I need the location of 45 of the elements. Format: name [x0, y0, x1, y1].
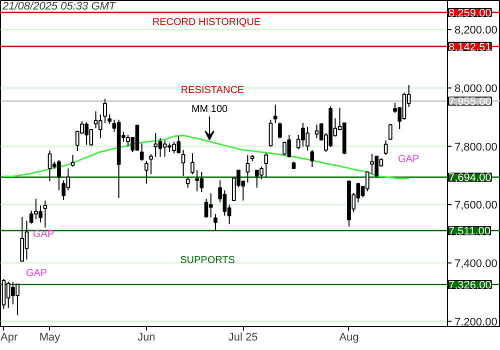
candlestick — [140, 142, 144, 162]
x-tick-label: Jul 25 — [228, 332, 258, 344]
candlestick — [264, 152, 268, 178]
annotation: RECORD HISTORIQUE — [152, 17, 261, 28]
x-tick-label: Apr — [0, 332, 18, 344]
ref-line-label: 7,511.00 — [448, 226, 491, 238]
y-tick-label: 7,400.00 — [454, 258, 498, 270]
candlestick — [388, 124, 392, 140]
candlestick — [149, 154, 153, 175]
candlestick — [384, 140, 388, 156]
x-tick-label: Aug — [339, 332, 359, 344]
annotation: SUPPORTS — [180, 255, 236, 266]
annotation: RESISTANCE — [180, 85, 244, 96]
x-tick-label: May — [39, 332, 61, 344]
x-tick-label: Jun — [138, 332, 156, 344]
candlestick — [98, 114, 102, 139]
candlestick — [103, 98, 107, 124]
candlestick — [278, 122, 282, 139]
candlestick — [208, 192, 213, 218]
chart-title: 21/08/2025 05:33 GMT — [2, 0, 117, 12]
candlestick — [365, 170, 370, 192]
annotation: GAP — [398, 154, 420, 165]
y-tick-label: 7,200.00 — [454, 316, 498, 328]
candlestick — [20, 216, 24, 262]
y-tick-label: 8,200.00 — [454, 24, 498, 37]
candlestick — [310, 150, 314, 168]
y-tick-label: 8,000.00 — [454, 82, 498, 95]
y-tick-label: 7,600.00 — [454, 200, 498, 212]
candlestick — [268, 119, 273, 148]
candlestick — [246, 154, 250, 183]
candlestick — [108, 114, 112, 124]
annotation: GAP — [32, 229, 54, 240]
ref-line-label: 7,694.00 — [448, 172, 492, 184]
candlestick — [273, 104, 278, 124]
annotation: GAP — [26, 268, 48, 279]
candlestick — [190, 152, 194, 175]
candlestick — [181, 150, 186, 177]
candlestick — [214, 213, 218, 232]
annotation: MM 100 — [191, 104, 228, 115]
ref-line-label: 7,326.00 — [448, 280, 492, 292]
y-tick-label: 7,800.00 — [454, 141, 498, 154]
candlestick — [43, 200, 48, 228]
candlestick — [154, 132, 158, 158]
candlestick — [186, 176, 190, 188]
candlestick — [144, 160, 148, 184]
